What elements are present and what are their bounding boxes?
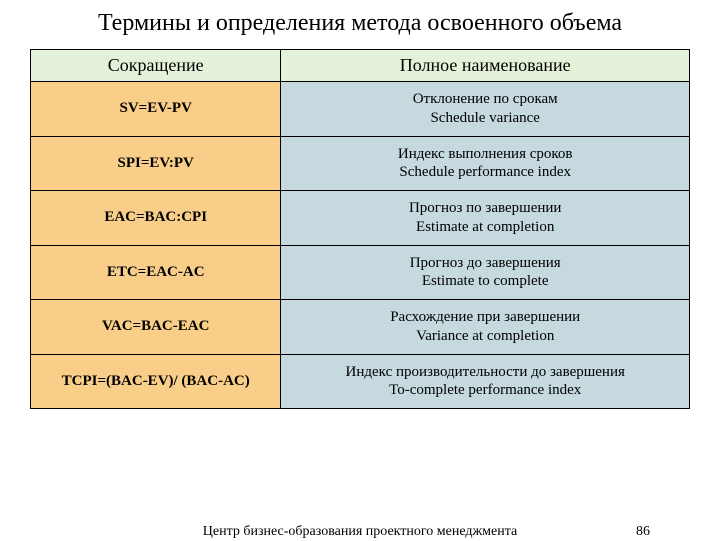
- footer-center-text: Центр бизнес-образования проектного мене…: [203, 524, 518, 541]
- cell-name: Прогноз по завершенииEstimate at complet…: [281, 191, 690, 246]
- name-en: Schedule variance: [287, 109, 683, 128]
- cell-abbr: ETC=EAC-AC: [31, 245, 281, 300]
- table-body: SV=EV-PVОтклонение по срокамSchedule var…: [31, 82, 690, 409]
- name-en: Estimate at completion: [287, 218, 683, 237]
- cell-name: Отклонение по срокамSchedule variance: [281, 82, 690, 137]
- table-row: ETC=EAC-ACПрогноз до завершенияEstimate …: [31, 245, 690, 300]
- name-ru: Расхождение при завершении: [287, 308, 683, 327]
- name-ru: Прогноз по завершении: [287, 199, 683, 218]
- name-ru: Индекс производительности до завершения: [287, 363, 683, 382]
- table-header-row: Сокращение Полное наименование: [31, 50, 690, 82]
- cell-abbr: SPI=EV:PV: [31, 136, 281, 191]
- name-ru: Прогноз до завершения: [287, 254, 683, 273]
- cell-name: Индекс производительности до завершенияT…: [281, 354, 690, 409]
- terms-table: Сокращение Полное наименование SV=EV-PVО…: [30, 49, 690, 409]
- table-row: EAC=BAC:CPIПрогноз по завершенииEstimate…: [31, 191, 690, 246]
- table-row: TCPI=(BAC-EV)/ (BAC-AC)Индекс производит…: [31, 354, 690, 409]
- cell-name: Индекс выполнения сроковSchedule perform…: [281, 136, 690, 191]
- slide: Термины и определения метода освоенного …: [0, 0, 720, 540]
- table-row: SV=EV-PVОтклонение по срокамSchedule var…: [31, 82, 690, 137]
- cell-abbr: VAC=BAC-EAC: [31, 300, 281, 355]
- page-title: Термины и определения метода освоенного …: [30, 10, 690, 37]
- name-ru: Индекс выполнения сроков: [287, 145, 683, 164]
- cell-abbr: SV=EV-PV: [31, 82, 281, 137]
- name-en: Schedule performance index: [287, 163, 683, 182]
- name-en: To-complete performance index: [287, 381, 683, 400]
- name-ru: Отклонение по срокам: [287, 90, 683, 109]
- page-number: 86: [636, 524, 650, 540]
- name-en: Estimate to complete: [287, 272, 683, 291]
- cell-name: Прогноз до завершенияEstimate to complet…: [281, 245, 690, 300]
- name-en: Variance at completion: [287, 327, 683, 346]
- cell-abbr: TCPI=(BAC-EV)/ (BAC-AC): [31, 354, 281, 409]
- cell-name: Расхождение при завершенииVariance at co…: [281, 300, 690, 355]
- table-row: SPI=EV:PVИндекс выполнения сроковSchedul…: [31, 136, 690, 191]
- col-header-abbr: Сокращение: [31, 50, 281, 82]
- cell-abbr: EAC=BAC:CPI: [31, 191, 281, 246]
- table-row: VAC=BAC-EACРасхождение при завершенииVar…: [31, 300, 690, 355]
- col-header-name: Полное наименование: [281, 50, 690, 82]
